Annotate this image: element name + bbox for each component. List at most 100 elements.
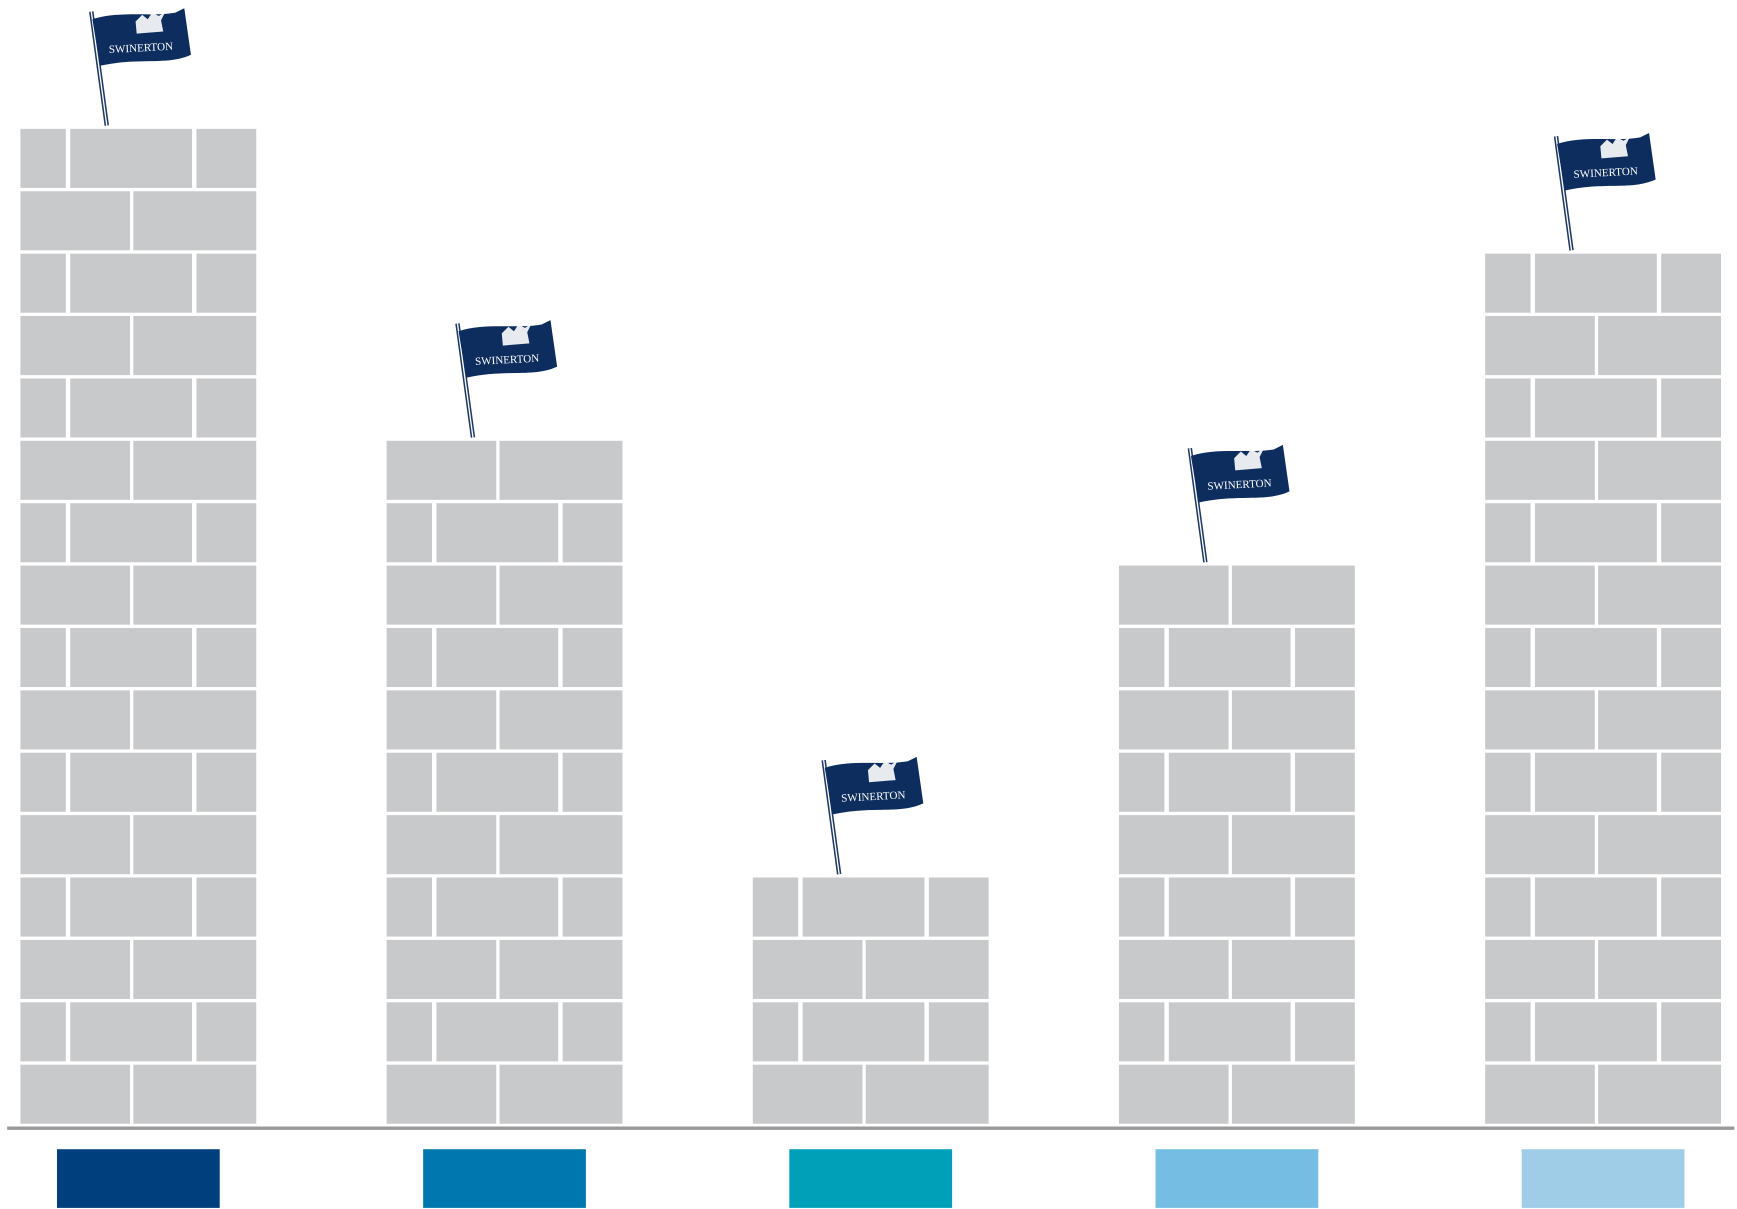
brick — [1535, 1002, 1657, 1062]
brick — [1598, 565, 1721, 625]
flag: SWINERTON — [455, 320, 558, 438]
brick — [1485, 316, 1595, 376]
brick — [1231, 690, 1355, 750]
brick — [70, 128, 193, 188]
category-swatch — [1521, 1149, 1685, 1208]
brick — [1661, 877, 1721, 937]
flag-emblem — [1600, 136, 1631, 159]
brick-tower — [752, 877, 989, 1124]
brick — [1231, 1064, 1355, 1124]
brick — [386, 690, 497, 750]
brick — [20, 503, 66, 563]
brick — [1485, 815, 1595, 875]
brick — [499, 815, 623, 875]
brick — [1118, 690, 1229, 750]
brick — [70, 253, 193, 313]
category-swatch — [789, 1149, 953, 1208]
brick — [386, 1064, 497, 1124]
brick — [752, 1002, 799, 1062]
brick — [562, 752, 623, 812]
brick — [1118, 1002, 1165, 1062]
brick — [70, 378, 193, 438]
brick — [499, 565, 623, 625]
brick-tower — [20, 128, 257, 1124]
brick — [386, 503, 433, 563]
brick — [499, 690, 623, 750]
brick — [928, 877, 989, 937]
brick — [752, 939, 863, 999]
brick-tower — [1118, 565, 1355, 1124]
brick — [1485, 440, 1595, 500]
brick — [20, 752, 66, 812]
brick — [70, 877, 193, 937]
flag-emblem — [135, 11, 166, 34]
brick — [499, 440, 623, 500]
brick — [386, 877, 433, 937]
flag-cloth — [458, 320, 558, 378]
brick — [562, 503, 623, 563]
brick — [1168, 752, 1291, 812]
brick — [1661, 1002, 1721, 1062]
brick — [386, 939, 497, 999]
brick — [1168, 1002, 1291, 1062]
brick — [436, 503, 559, 563]
brick — [1118, 1064, 1229, 1124]
brick — [386, 752, 433, 812]
brick — [1535, 877, 1657, 937]
brick — [1485, 253, 1531, 313]
brick — [1661, 253, 1721, 313]
brick — [1231, 815, 1355, 875]
brick — [1535, 253, 1657, 313]
brick — [1295, 877, 1355, 937]
brick — [562, 1002, 623, 1062]
brick — [865, 939, 989, 999]
flag-cloth — [1557, 132, 1656, 191]
brick — [133, 565, 257, 625]
brick — [1535, 503, 1657, 563]
brick — [20, 253, 66, 313]
brick — [1485, 1064, 1595, 1124]
flag: SWINERTON — [89, 8, 191, 126]
brick — [196, 128, 257, 188]
brick — [1168, 627, 1291, 688]
brick — [1118, 815, 1229, 875]
flag-label: SWINERTON — [841, 789, 906, 804]
brick — [802, 877, 925, 937]
brick — [386, 1002, 433, 1062]
brick — [1295, 627, 1355, 688]
brick — [20, 939, 131, 999]
brick — [865, 1064, 989, 1124]
flag-pole-highlight — [823, 760, 840, 875]
brick — [133, 690, 257, 750]
brick — [1598, 1064, 1721, 1124]
brick — [1535, 752, 1657, 812]
brick — [1661, 752, 1721, 812]
brick — [1231, 565, 1355, 625]
brick — [196, 1002, 257, 1062]
flag-cloth — [92, 8, 191, 66]
brick — [20, 627, 66, 688]
brick — [562, 877, 623, 937]
brick — [70, 752, 193, 812]
brick — [1118, 565, 1229, 625]
brick — [20, 440, 131, 500]
brick — [133, 815, 257, 875]
brick — [196, 752, 257, 812]
brick — [436, 752, 559, 812]
brick — [1661, 503, 1721, 563]
flag-cloth — [824, 756, 924, 815]
brick-tower — [386, 440, 623, 1124]
brick-tower — [1485, 253, 1721, 1124]
brick — [1661, 627, 1721, 688]
brick — [386, 627, 433, 688]
brick — [133, 316, 257, 376]
brick — [1485, 752, 1531, 812]
brick — [386, 440, 497, 500]
flag-emblem — [867, 760, 898, 783]
brick — [1661, 378, 1721, 438]
brick — [436, 877, 559, 937]
brick — [20, 1064, 131, 1124]
brick — [1485, 503, 1531, 563]
brick — [20, 815, 131, 875]
